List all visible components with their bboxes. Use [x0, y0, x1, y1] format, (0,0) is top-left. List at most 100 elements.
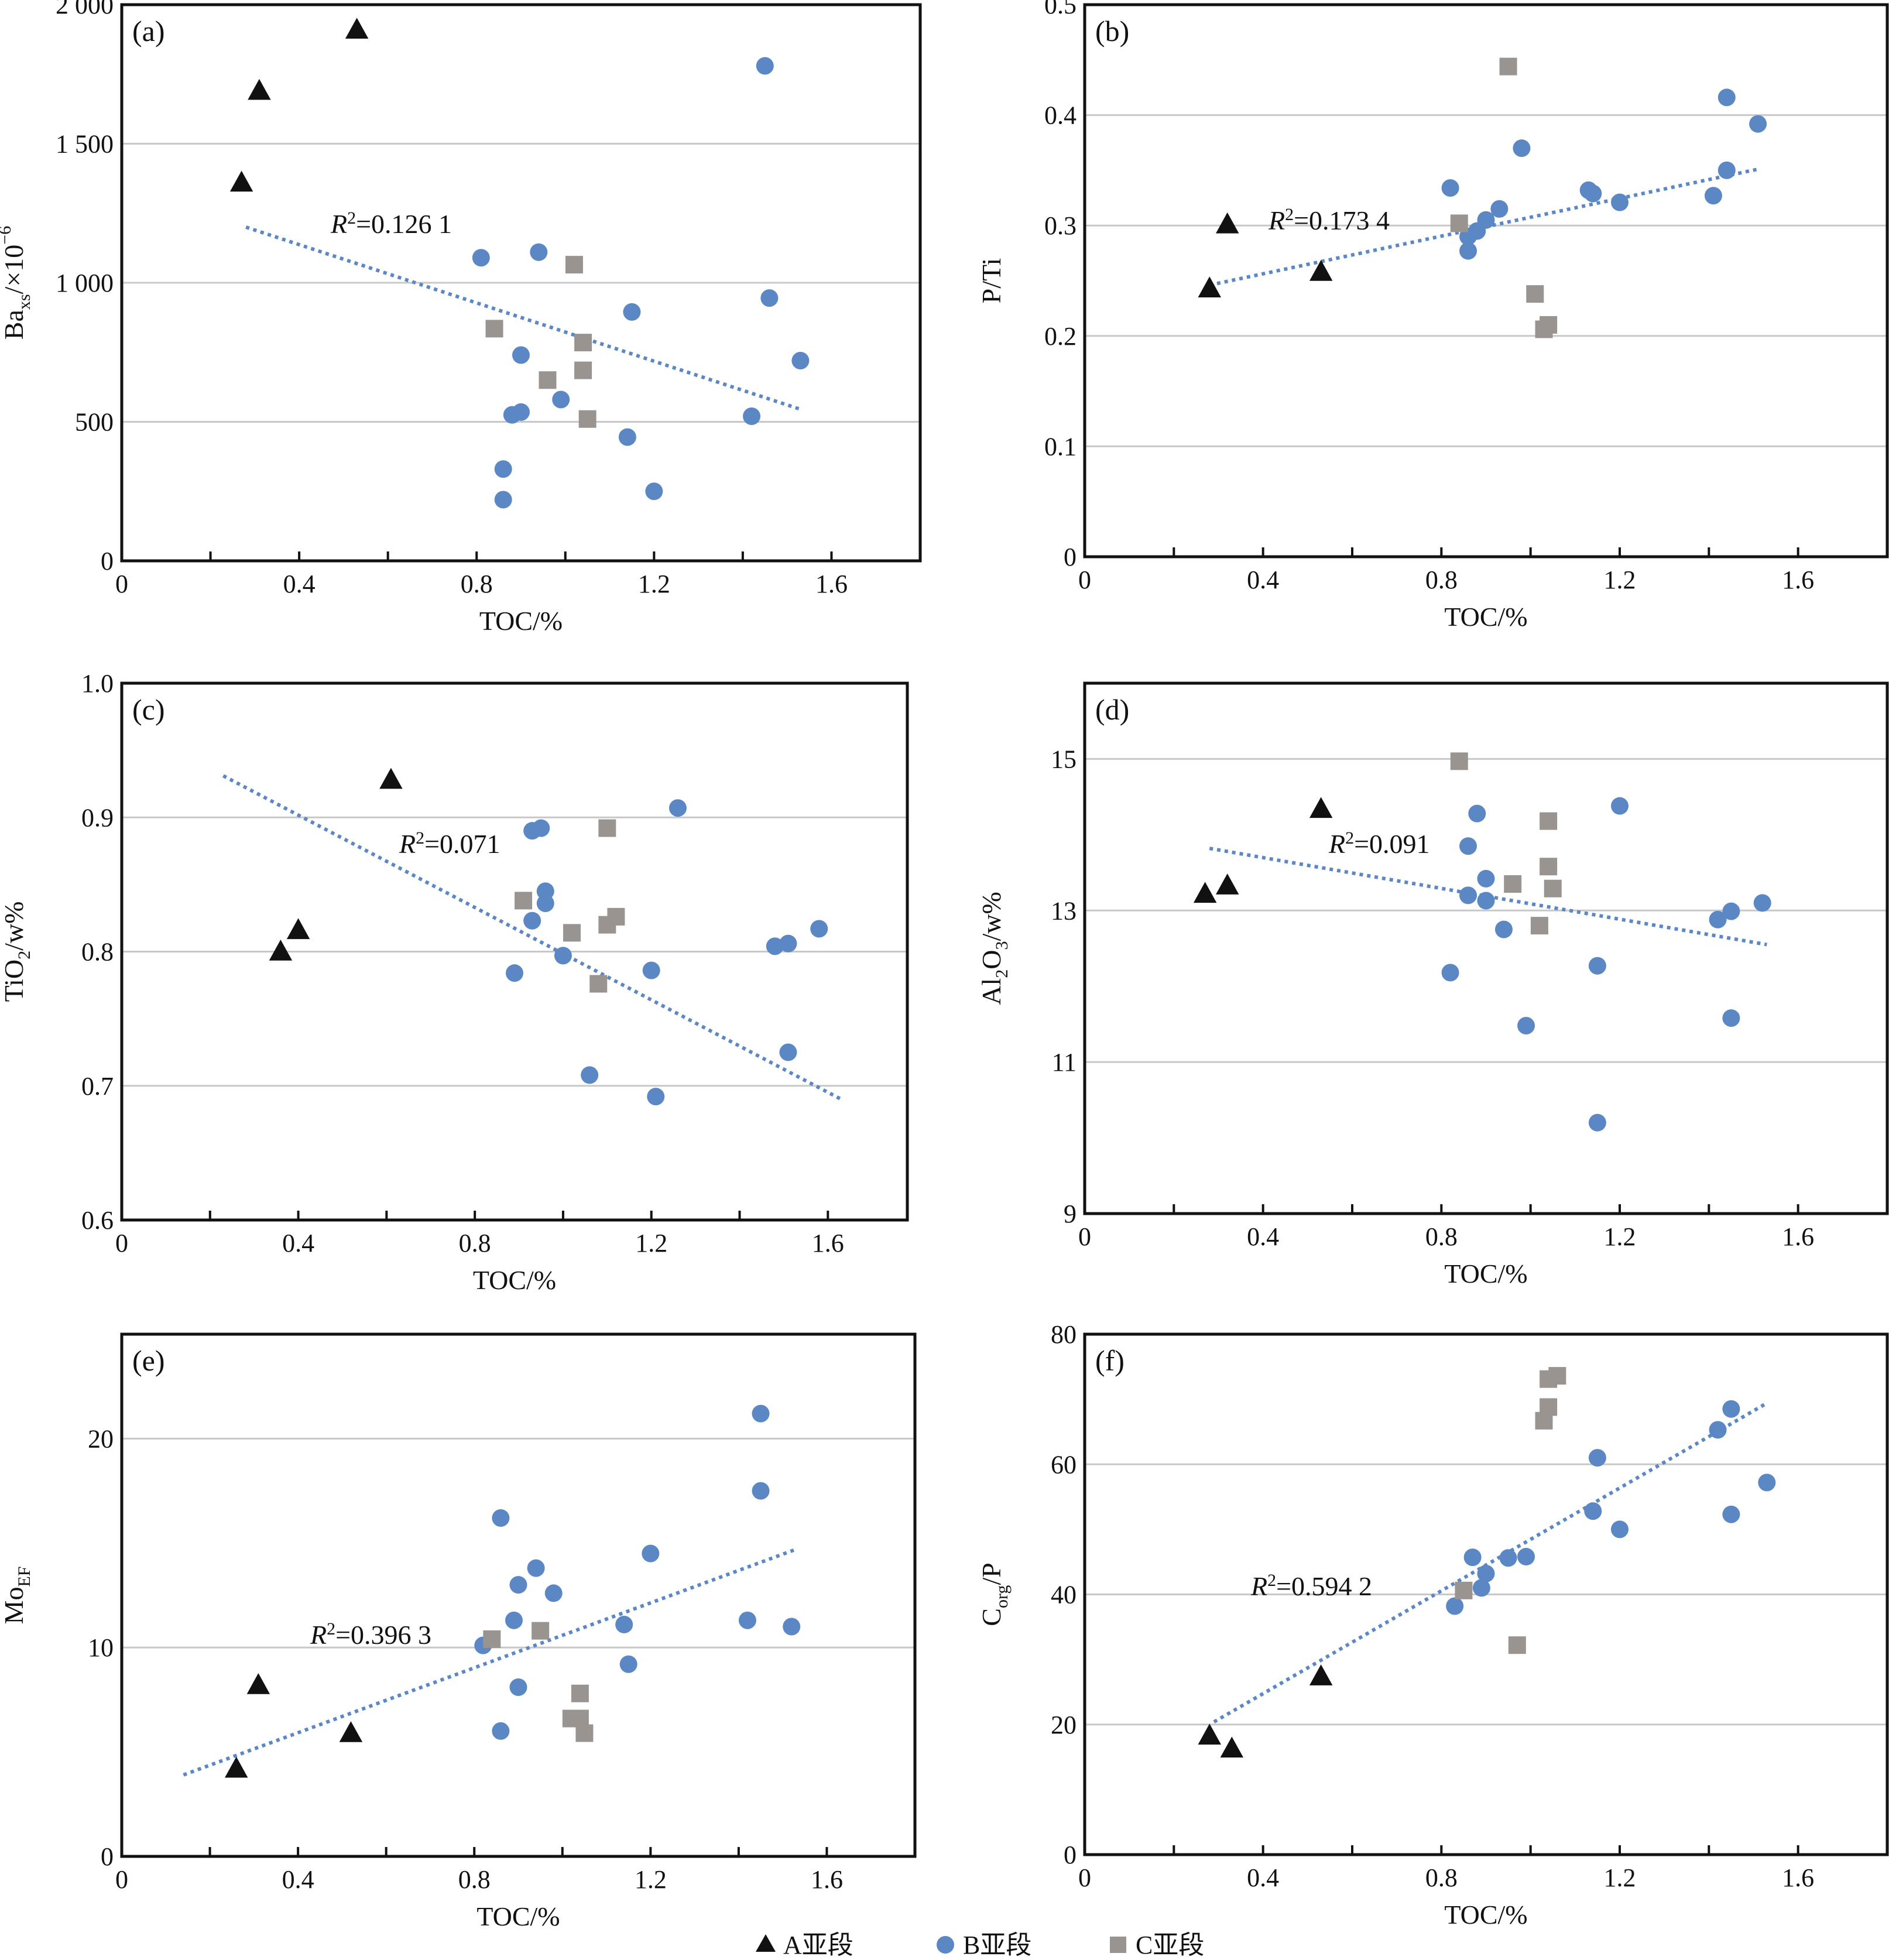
point-B-circle — [1459, 242, 1477, 260]
point-B-circle — [1753, 894, 1771, 912]
point-A-triangle — [286, 918, 310, 940]
point-A-triangle — [1216, 873, 1239, 895]
y-tick-label: 0 — [101, 1842, 114, 1871]
point-C-square — [1530, 917, 1548, 935]
point-A-triangle — [1216, 212, 1239, 234]
x-tick-label: 1.2 — [1604, 1863, 1636, 1892]
point-C-square — [1504, 875, 1522, 893]
point-B-circle — [783, 1618, 801, 1636]
x-tick-label: 1.2 — [1604, 1222, 1636, 1251]
point-A-triangle — [248, 78, 271, 100]
point-B-circle — [645, 482, 663, 501]
legend-label-A: A亚段 — [783, 1931, 853, 1959]
r-squared-label: R2=0.594 2 — [1250, 1571, 1372, 1602]
point-C-square — [1540, 812, 1558, 830]
trendline — [222, 774, 842, 1101]
x-tick-label: 0.8 — [458, 1865, 491, 1894]
x-axis-label: TOC/% — [476, 1901, 560, 1931]
point-B-circle — [530, 243, 548, 261]
x-tick-label: 1.6 — [815, 570, 848, 598]
point-C-square — [574, 361, 592, 379]
point-C-square — [1540, 858, 1558, 876]
legend-label-B: B亚段 — [963, 1931, 1031, 1959]
point-B-circle — [536, 882, 554, 900]
point-B-circle — [1717, 88, 1736, 107]
point-B-circle — [1584, 1502, 1602, 1520]
point-B-circle — [1588, 1113, 1606, 1132]
x-tick-label: 1.2 — [1604, 566, 1636, 594]
point-B-circle — [1611, 797, 1629, 815]
point-B-circle — [810, 920, 828, 938]
point-A-triangle — [1198, 276, 1221, 298]
point-B-circle — [615, 1615, 633, 1633]
legend: A亚段 B亚段 C亚段 — [756, 1931, 1204, 1959]
y-axis-label: MoEF — [0, 1567, 34, 1625]
y-tick-label: 0 — [101, 547, 114, 575]
point-C-square — [1544, 879, 1562, 897]
x-tick-label: 0 — [115, 1229, 128, 1257]
y-axis-label: Corg/P — [976, 1562, 1012, 1626]
point-B-circle — [527, 1559, 545, 1577]
point-B-circle — [523, 912, 541, 930]
point-B-circle — [494, 460, 512, 478]
x-tick-label: 1.2 — [638, 570, 670, 598]
panel-d: 0 0.4 0.8 1.2 1.6 9 11 13 15 TOC/% Al2O3/w% (d) R2=0… — [976, 681, 1889, 1289]
legend-triangle-icon — [756, 1934, 776, 1952]
panel-label: (d) — [1095, 693, 1129, 726]
panel-c: 0 0.4 0.8 1.2 1.6 0.6 0.7 0.8 0.9 1.0 TOC/% TiO2/w%… — [0, 669, 909, 1295]
y-tick-label: 11 — [1052, 1048, 1077, 1077]
x-tick-label: 0 — [115, 1865, 128, 1894]
x-tick-label: 0.8 — [1425, 1863, 1458, 1892]
point-A-triangle — [1309, 1664, 1333, 1685]
r-squared-label: R2=0.071 — [399, 828, 500, 859]
r-squared-label: R2=0.091 — [1328, 828, 1430, 859]
point-B-circle — [1709, 1421, 1727, 1439]
legend-label-C: C亚段 — [1136, 1931, 1204, 1959]
x-tick-label: 1.6 — [1782, 1863, 1814, 1892]
trendline — [183, 1547, 797, 1777]
y-tick-label: 1 500 — [56, 130, 114, 159]
x-tick-label: 1.6 — [811, 1865, 843, 1894]
panel-label: (c) — [132, 693, 165, 726]
y-axis-label: Baxs/×10−6 — [0, 226, 34, 340]
point-C-square — [575, 1724, 594, 1742]
point-B-circle — [1441, 964, 1459, 982]
point-C-square — [571, 1684, 589, 1702]
x-axis-label: TOC/% — [1444, 1259, 1527, 1289]
x-tick-label: 0 — [1078, 566, 1091, 594]
point-B-circle — [1513, 139, 1531, 157]
panel-f: 0 0.4 0.8 1.2 1.6 0 20 40 60 80 TOC/% Corg/P (f) R2=0… — [976, 1320, 1889, 1930]
y-tick-label: 0.8 — [81, 938, 114, 967]
r-squared-label: R2=0.173 4 — [1268, 205, 1390, 236]
point-B-circle — [1494, 920, 1513, 938]
trendline — [1209, 167, 1758, 287]
point-B-circle — [1758, 1474, 1776, 1492]
x-tick-label: 1.6 — [1782, 1222, 1814, 1251]
point-B-circle — [668, 799, 687, 817]
plot-frame — [1083, 3, 1889, 558]
point-C-square — [1540, 316, 1558, 334]
point-B-circle — [618, 428, 636, 446]
point-B-circle — [743, 407, 761, 425]
x-tick-label: 0.4 — [1247, 566, 1279, 594]
point-A-triangle — [1198, 1723, 1221, 1745]
y-tick-label: 2 000 — [56, 0, 114, 19]
x-tick-label: 1.6 — [1782, 566, 1814, 594]
x-axis-label: TOC/% — [1444, 602, 1527, 632]
panel-label: (a) — [132, 15, 165, 47]
point-B-circle — [492, 1722, 510, 1740]
point-A-triangle — [246, 1673, 270, 1694]
point-A-triangle — [339, 1721, 363, 1742]
point-B-circle — [1477, 869, 1495, 888]
plot-frame — [1083, 681, 1889, 1215]
y-tick-label: 0.3 — [1044, 211, 1077, 240]
x-tick-label: 1.2 — [635, 1865, 667, 1894]
x-tick-label: 0.8 — [1425, 566, 1458, 594]
point-B-circle — [752, 1404, 770, 1423]
point-C-square — [589, 975, 608, 993]
x-tick-label: 0.8 — [461, 570, 493, 598]
point-B-circle — [1704, 187, 1722, 205]
point-A-triangle — [269, 940, 293, 961]
point-B-circle — [1717, 161, 1736, 179]
point-B-circle — [1490, 200, 1509, 218]
